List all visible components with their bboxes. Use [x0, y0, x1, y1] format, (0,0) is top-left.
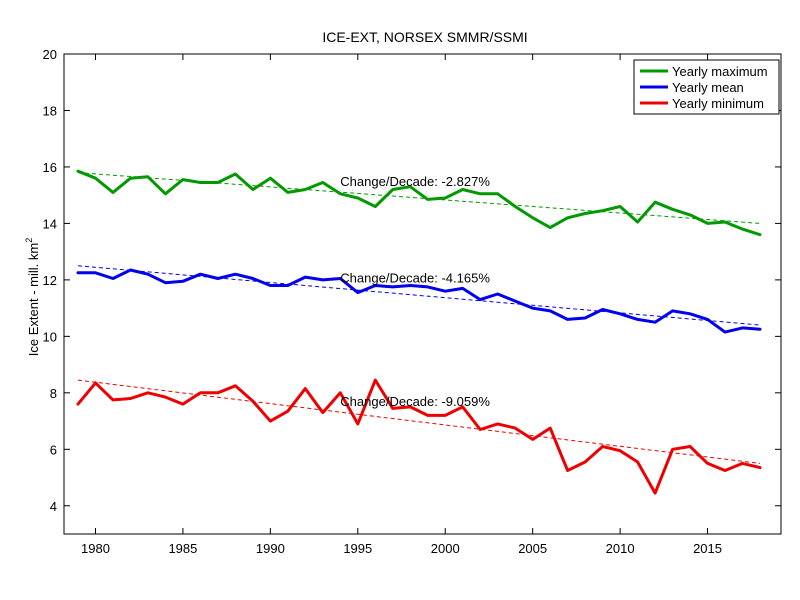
svg-text:Ice Extent - mill. km2: Ice Extent - mill. km2 — [24, 238, 41, 356]
series-line-3 — [76, 378, 762, 495]
x-tick-label: 1985 — [168, 541, 197, 556]
chart-title: ICE-EXT, NORSEX SMMR/SSMI — [322, 29, 527, 45]
y-tick-label: 14 — [43, 216, 57, 231]
y-axis-label: Ice Extent - mill. km2 — [24, 238, 41, 356]
y-tick-label: 20 — [43, 47, 57, 62]
y-tick-label: 18 — [43, 103, 57, 118]
y-tick-label: 12 — [43, 273, 57, 288]
y-tick-label: 16 — [43, 160, 57, 175]
y-tick-label: 10 — [43, 329, 57, 344]
y-tick-label: 8 — [50, 386, 57, 401]
y-axis-label-main: Ice Extent - mill. km — [26, 243, 41, 356]
axes-frame — [63, 53, 782, 535]
y-axis-label-superscript: 2 — [24, 238, 34, 243]
legend-entry-3: Yearly minimum — [672, 96, 764, 111]
legend-entry-1: Yearly maximum — [672, 64, 768, 79]
trend-annotation-3: Change/Decade: -9.059% — [340, 394, 490, 409]
x-tick-label: 1980 — [81, 541, 110, 556]
x-tick-label: 2010 — [606, 541, 635, 556]
legend-entry-2: Yearly mean — [672, 80, 744, 95]
x-tick-label: 2015 — [693, 541, 722, 556]
x-tick-label: 1990 — [256, 541, 285, 556]
x-tick-label: 1995 — [343, 541, 372, 556]
trend-annotation-1: Change/Decade: -2.827% — [340, 174, 490, 189]
trend-annotation-2: Change/Decade: -4.165% — [340, 271, 490, 286]
y-tick-label: 6 — [50, 442, 57, 457]
x-tick-label: 2005 — [518, 541, 547, 556]
y-tick-label: 4 — [50, 499, 57, 514]
trend-line-2 — [77, 265, 761, 326]
axes: 1980 1985 1990 1995 2000 2005 2010 2015 4 6 8 10 12 1… — [43, 47, 782, 556]
plot-area: Change/Decade: -2.827% Change/Decade: -4.… — [76, 169, 762, 495]
trend-line-3 — [77, 379, 761, 464]
series-line-2 — [76, 268, 762, 334]
series-line-1 — [76, 169, 762, 237]
x-tick-label: 2000 — [431, 541, 460, 556]
